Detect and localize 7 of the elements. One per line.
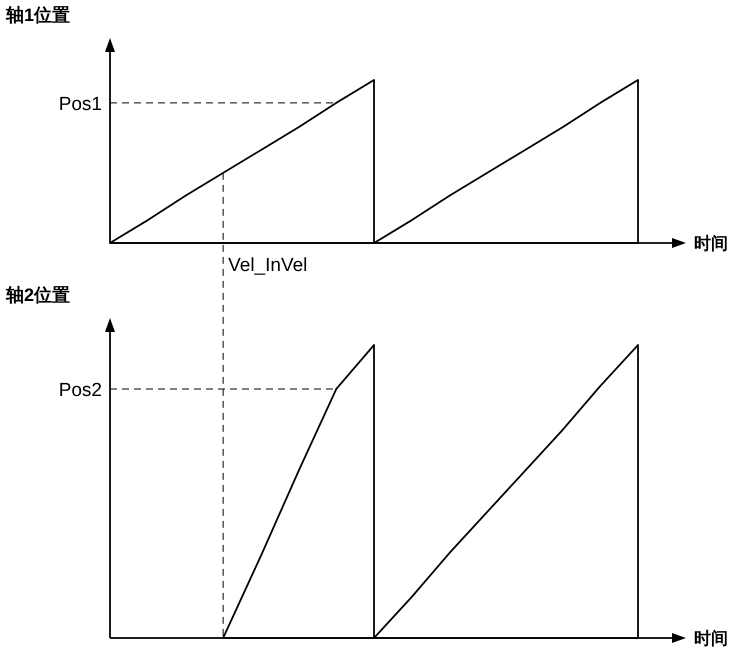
ref-line-label: Pos2 — [58, 380, 102, 401]
text: Vel_InVel — [228, 255, 308, 276]
ref-line-label: Pos1 — [58, 94, 102, 115]
y-axis-title: 轴1位置 — [5, 5, 70, 25]
y-axis-title: 轴2位置 — [5, 285, 70, 305]
x-axis-title: 时间 — [694, 234, 728, 253]
x-axis-title: 时间 — [694, 629, 728, 648]
